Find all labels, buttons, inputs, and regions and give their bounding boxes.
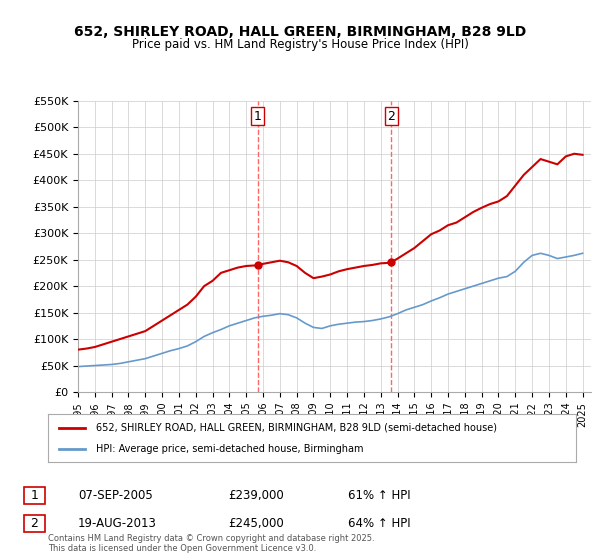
Text: Price paid vs. HM Land Registry's House Price Index (HPI): Price paid vs. HM Land Registry's House … [131, 38, 469, 51]
Text: Contains HM Land Registry data © Crown copyright and database right 2025.
This d: Contains HM Land Registry data © Crown c… [48, 534, 374, 553]
Text: HPI: Average price, semi-detached house, Birmingham: HPI: Average price, semi-detached house,… [95, 444, 363, 454]
Text: 19-AUG-2013: 19-AUG-2013 [78, 517, 157, 530]
Text: 1: 1 [254, 110, 262, 123]
Text: 1: 1 [31, 489, 38, 502]
Text: 61% ↑ HPI: 61% ↑ HPI [348, 489, 410, 502]
Text: 2: 2 [31, 517, 38, 530]
Text: 652, SHIRLEY ROAD, HALL GREEN, BIRMINGHAM, B28 9LD: 652, SHIRLEY ROAD, HALL GREEN, BIRMINGHA… [74, 25, 526, 39]
Text: 2: 2 [387, 110, 395, 123]
Text: £245,000: £245,000 [228, 517, 284, 530]
Text: 652, SHIRLEY ROAD, HALL GREEN, BIRMINGHAM, B28 9LD (semi-detached house): 652, SHIRLEY ROAD, HALL GREEN, BIRMINGHA… [95, 423, 497, 433]
Text: 64% ↑ HPI: 64% ↑ HPI [348, 517, 410, 530]
Text: £239,000: £239,000 [228, 489, 284, 502]
Text: 07-SEP-2005: 07-SEP-2005 [78, 489, 153, 502]
